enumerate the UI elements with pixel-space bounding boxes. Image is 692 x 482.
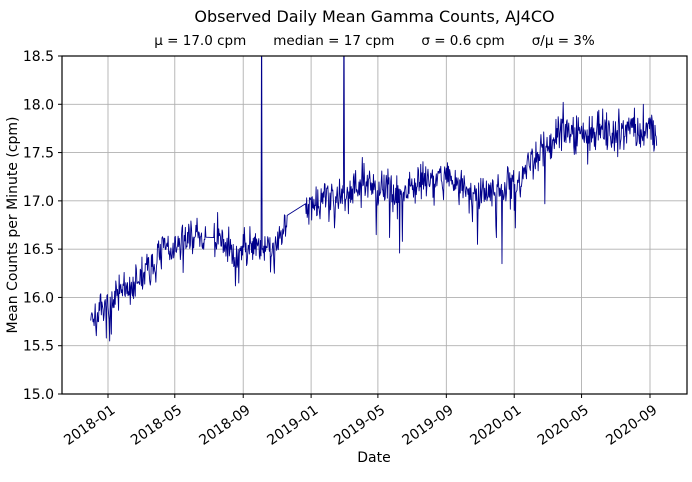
stat-mean: μ = 17.0 cpm [154, 33, 247, 49]
y-tick-label: 16.0 [23, 290, 54, 306]
y-tick-label: 15.0 [23, 387, 54, 403]
x-tick-label: 2018-05 [128, 402, 185, 449]
x-tick-label: 2020-05 [535, 402, 592, 449]
grid-layer [62, 55, 687, 395]
data-line [90, 56, 658, 342]
stat-median: median = 17 cpm [273, 33, 395, 49]
x-tick-label: 2018-01 [61, 402, 118, 449]
data-layer [90, 56, 658, 342]
y-tick-label: 17.0 [23, 194, 54, 210]
y-tick-label: 17.5 [23, 146, 54, 162]
y-tick-label: 15.5 [23, 339, 54, 355]
y-tick-label: 18.0 [23, 97, 54, 113]
chart-stats-line: μ = 17.0 cpm median = 17 cpm σ = 0.6 cpm σ/… [62, 33, 687, 49]
y-tick-label: 18.5 [23, 49, 54, 65]
x-tick-label: 2019-01 [264, 402, 321, 449]
chart-title: Observed Daily Mean Gamma Counts, AJ4CO [194, 7, 555, 26]
x-tick-label: 2020-01 [467, 402, 524, 449]
x-tick-label: 2020-09 [603, 402, 660, 449]
y-axis-label: Mean Counts per Minute (cpm) [5, 116, 21, 333]
stat-sigma: σ = 0.6 cpm [421, 33, 505, 49]
x-tick-label: 2019-09 [400, 402, 457, 449]
x-axis-label: Date [357, 450, 390, 466]
stat-sigma-over-mu: σ/μ = 3% [531, 33, 595, 49]
y-tick-label: 16.5 [23, 242, 54, 258]
plot-border [61, 55, 688, 395]
x-tick-label: 2019-05 [331, 402, 388, 449]
x-tick-label: 2018-09 [196, 402, 253, 449]
